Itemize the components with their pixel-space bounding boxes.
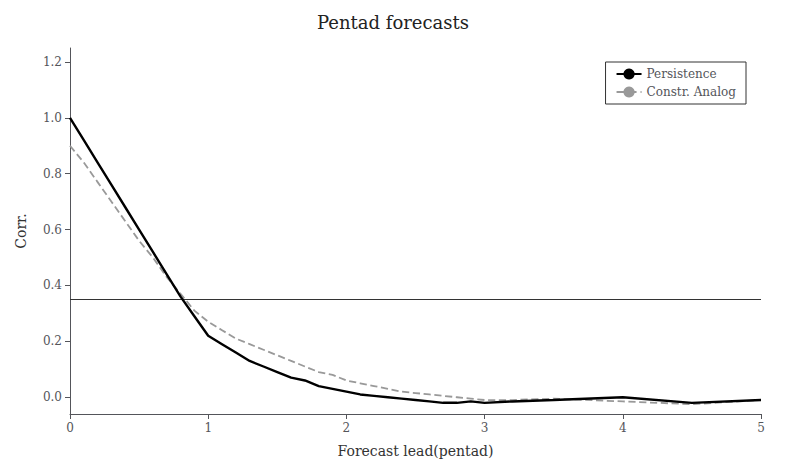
svg-text:3: 3 xyxy=(481,421,489,435)
svg-text:5: 5 xyxy=(757,421,765,435)
svg-text:Forecast lead(pentad): Forecast lead(pentad) xyxy=(338,443,494,459)
svg-text:2: 2 xyxy=(343,421,351,435)
svg-text:1: 1 xyxy=(204,421,212,435)
svg-text:Pentad forecasts: Pentad forecasts xyxy=(317,12,469,33)
svg-text:1.0: 1.0 xyxy=(43,111,62,125)
svg-text:0.2: 0.2 xyxy=(43,334,62,348)
svg-text:1.2: 1.2 xyxy=(43,55,62,69)
svg-text:0.8: 0.8 xyxy=(43,167,62,181)
svg-text:0.4: 0.4 xyxy=(43,278,62,292)
svg-text:0: 0 xyxy=(66,421,74,435)
svg-text:4: 4 xyxy=(619,421,627,435)
svg-text:Constr. Analog: Constr. Analog xyxy=(647,85,737,99)
svg-text:Persistence: Persistence xyxy=(647,67,717,81)
svg-text:0.0: 0.0 xyxy=(43,390,62,404)
svg-text:0.6: 0.6 xyxy=(43,223,62,237)
svg-text:Corr.: Corr. xyxy=(13,213,29,248)
